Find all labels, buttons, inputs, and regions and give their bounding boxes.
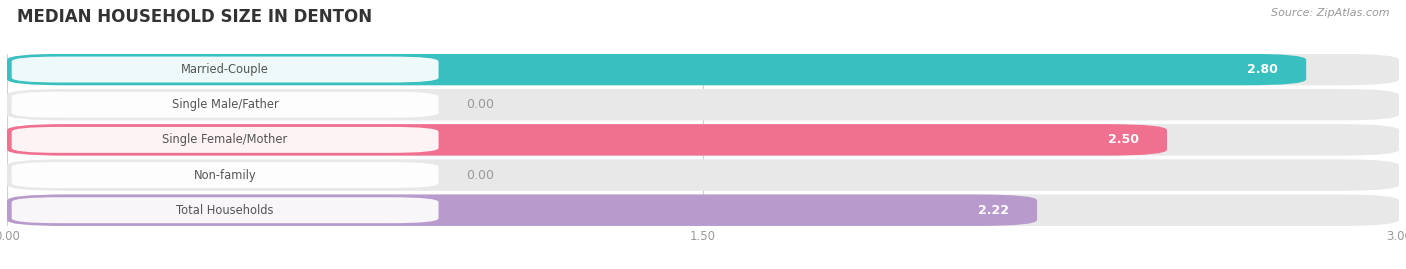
Text: Married-Couple: Married-Couple <box>181 63 269 76</box>
FancyBboxPatch shape <box>7 89 1399 121</box>
Text: 2.22: 2.22 <box>979 204 1010 217</box>
Text: 0.00: 0.00 <box>467 98 495 111</box>
Text: 2.50: 2.50 <box>1108 133 1139 146</box>
FancyBboxPatch shape <box>7 194 1399 226</box>
Text: MEDIAN HOUSEHOLD SIZE IN DENTON: MEDIAN HOUSEHOLD SIZE IN DENTON <box>17 8 373 26</box>
Text: Source: ZipAtlas.com: Source: ZipAtlas.com <box>1271 8 1389 18</box>
Text: Single Female/Mother: Single Female/Mother <box>163 133 288 146</box>
FancyBboxPatch shape <box>7 54 1399 85</box>
Text: 0.00: 0.00 <box>467 169 495 182</box>
FancyBboxPatch shape <box>7 124 1167 155</box>
FancyBboxPatch shape <box>11 162 439 188</box>
FancyBboxPatch shape <box>7 124 1399 155</box>
FancyBboxPatch shape <box>7 159 1399 191</box>
Text: Non-family: Non-family <box>194 169 256 182</box>
FancyBboxPatch shape <box>7 194 1038 226</box>
FancyBboxPatch shape <box>11 92 439 118</box>
FancyBboxPatch shape <box>11 56 439 83</box>
Text: Total Households: Total Households <box>176 204 274 217</box>
Text: Single Male/Father: Single Male/Father <box>172 98 278 111</box>
FancyBboxPatch shape <box>7 54 1306 85</box>
FancyBboxPatch shape <box>11 197 439 223</box>
Text: 2.80: 2.80 <box>1247 63 1278 76</box>
FancyBboxPatch shape <box>11 127 439 153</box>
